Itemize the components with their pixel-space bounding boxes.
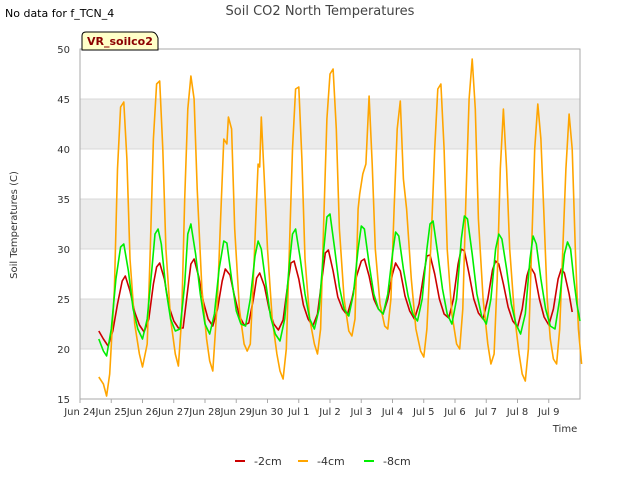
y-tick-label: 20: [57, 345, 70, 356]
x-tick-label: Jul 2: [318, 407, 341, 418]
x-tick-label: Jul 6: [443, 407, 466, 418]
y-axis-ticks: 15 20 25 30 35 40 45 50: [57, 45, 70, 406]
legend-label: -2cm: [254, 455, 282, 468]
y-tick-label: 50: [57, 45, 70, 56]
x-tick-label: Jun 24: [63, 407, 96, 418]
x-axis-label: Time: [552, 424, 577, 435]
x-tick-label: Jun 26: [126, 407, 159, 418]
x-tick-label: Jul 5: [412, 407, 435, 418]
vr-soilco2-badge: VR_soilco2: [81, 31, 159, 51]
x-tick-label: Jul 8: [506, 407, 529, 418]
x-axis-ticks: Jun 24 Jun 25 Jun 26 Jun 27 Jun 28 Jun 29 Jun …: [63, 399, 560, 418]
y-tick-label: 45: [57, 95, 70, 106]
series-line-8cmcm: [98, 213, 581, 357]
x-tick-label: Jun 25: [94, 407, 127, 418]
chart-title: Soil CO2 North Temperatures: [226, 4, 415, 19]
vr-soilco2-label: VR_soilco2: [87, 35, 153, 48]
background-band: [80, 299, 580, 349]
x-tick-label: Jun 29: [219, 407, 252, 418]
y-tick-label: 35: [57, 195, 70, 206]
y-tick-label: 30: [57, 245, 70, 256]
series-line-4cmcm: [98, 58, 583, 397]
y-tick-label: 15: [57, 395, 70, 406]
x-tick-label: Jun 28: [188, 407, 221, 418]
no-data-note: No data for f_TCN_4: [5, 7, 114, 20]
legend-label: -8cm: [383, 455, 411, 468]
x-tick-label: Jul 1: [287, 407, 310, 418]
y-axis-label: Soil Temperatures (C): [9, 171, 20, 279]
legend-label: -4cm: [317, 455, 345, 468]
background-band: [80, 99, 580, 149]
x-tick-label: Jul 9: [537, 407, 560, 418]
legend: -2cm -4cm -8cm: [235, 455, 411, 468]
series-lines: [98, 58, 583, 397]
x-tick-label: Jun 30: [251, 407, 284, 418]
x-tick-label: Jul 4: [381, 407, 404, 418]
y-tick-label: 40: [57, 145, 70, 156]
x-tick-label: Jul 7: [474, 407, 497, 418]
x-tick-label: Jul 3: [349, 407, 372, 418]
y-tick-label: 25: [57, 295, 70, 306]
x-tick-label: Jun 27: [157, 407, 190, 418]
